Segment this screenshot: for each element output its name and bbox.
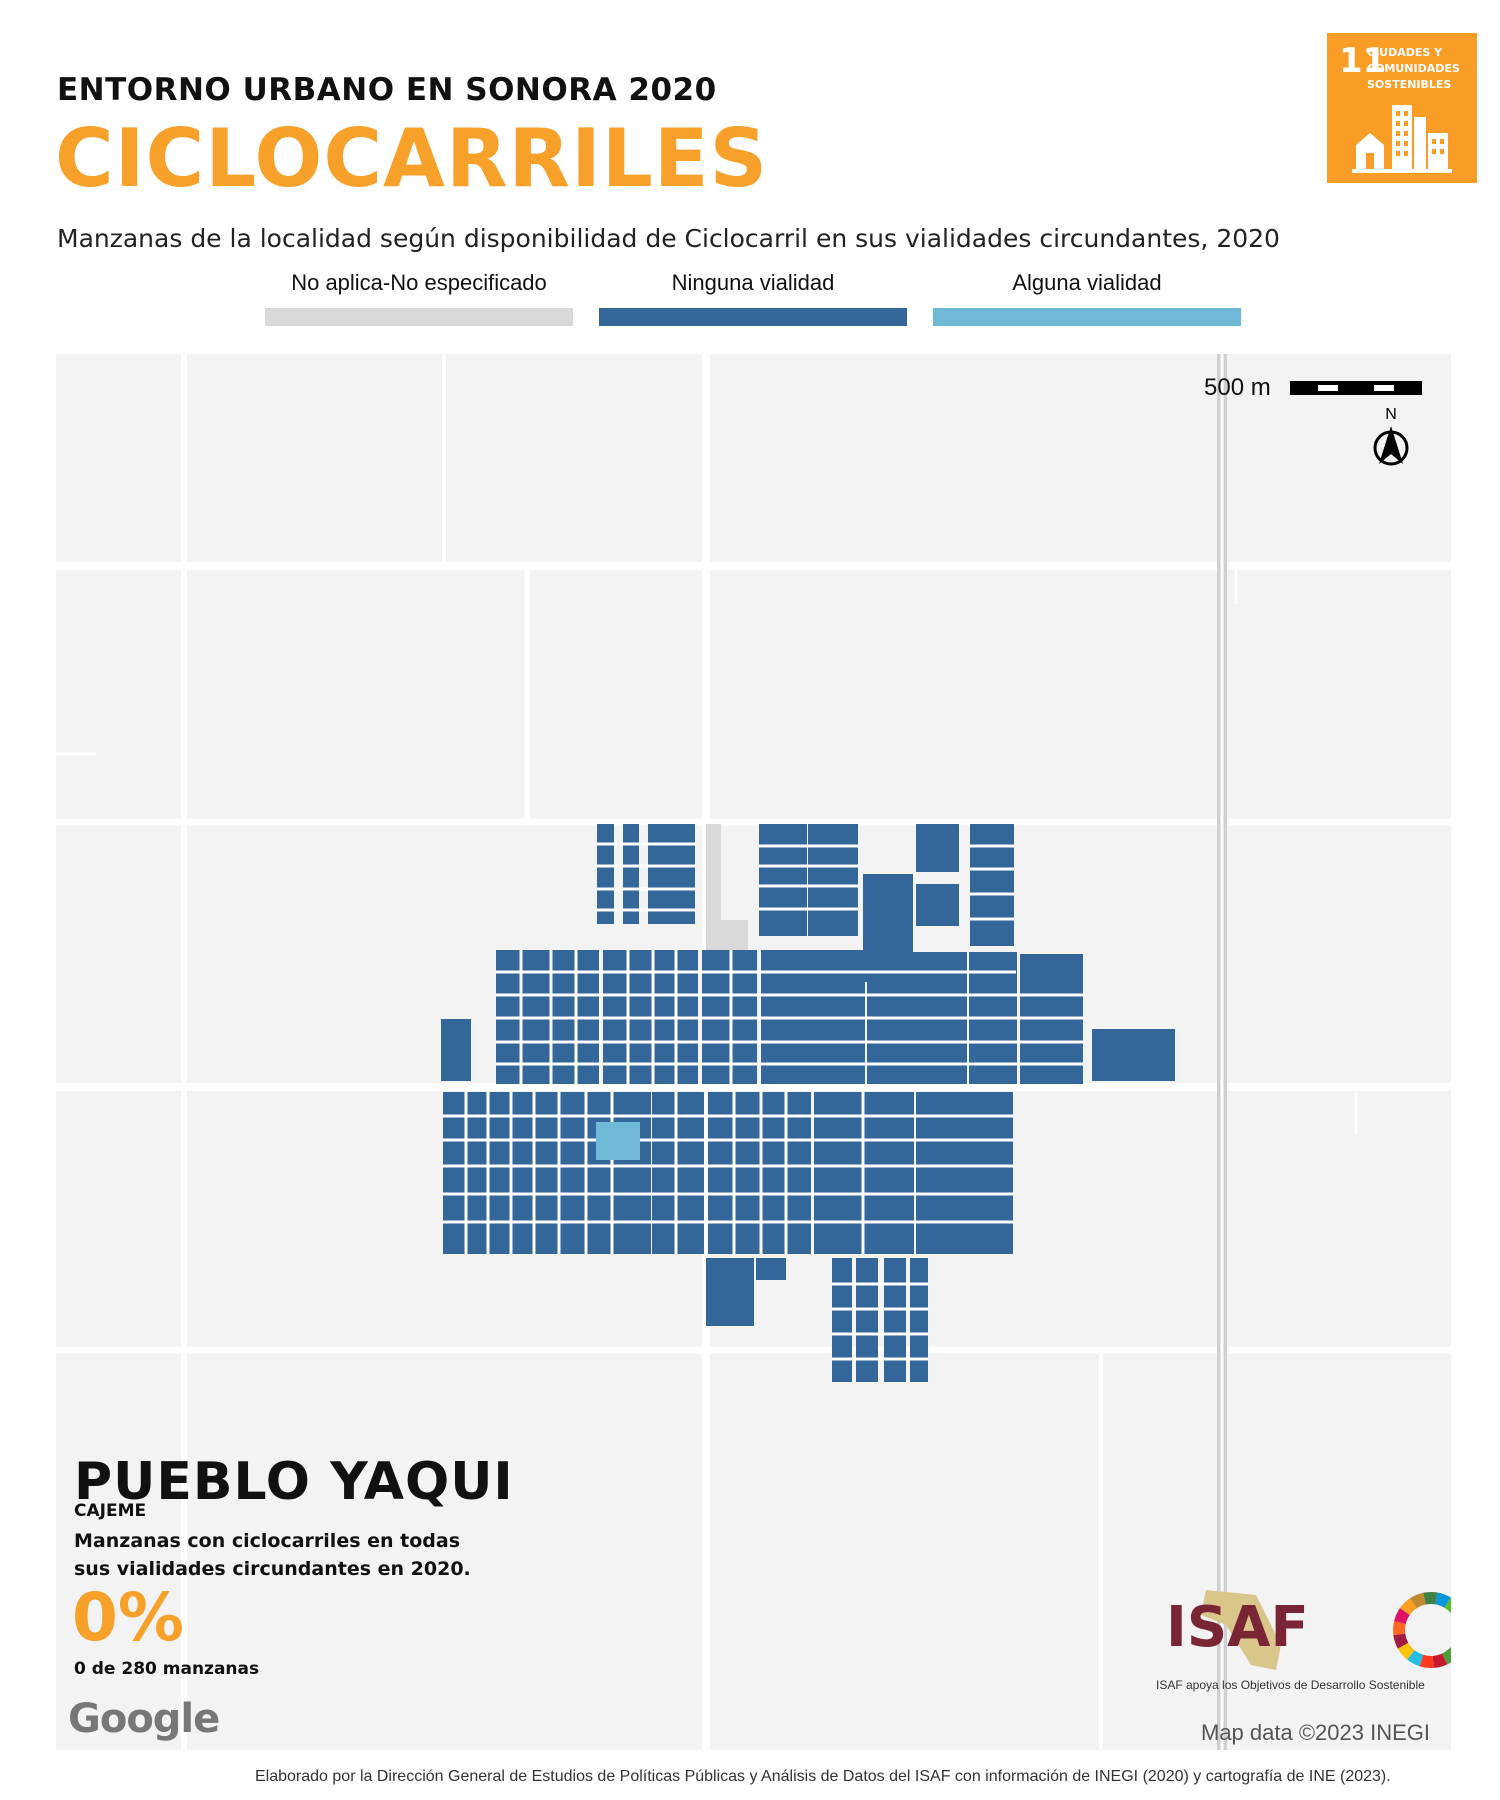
stat-description: Manzanas con ciclocarriles en todas sus … [74, 1530, 471, 1580]
locality-name: PUEBLO YAQUI [74, 1452, 514, 1512]
north-label: N [1385, 406, 1397, 423]
city-block [441, 1019, 471, 1081]
city-block [706, 824, 721, 928]
local-streets [443, 842, 1083, 1361]
legend-item-no-aplica: No aplica-No especificado [265, 270, 573, 330]
city-block [916, 824, 959, 872]
sonora-map-icon [1201, 1590, 1281, 1670]
legend-label: No aplica-No especificado [291, 270, 547, 295]
stat-count: 0 de 280 manzanas [74, 1659, 260, 1679]
city-block [623, 824, 639, 924]
city-block [970, 824, 1014, 946]
legend-label: Ninguna vialidad [671, 270, 835, 295]
google-logo: Google [68, 1696, 220, 1742]
page-title: CICLOCARRILES [55, 112, 769, 205]
city-block [856, 1258, 878, 1382]
city-block-alguna-vialidad [596, 1122, 640, 1160]
legend-swatch [599, 308, 907, 326]
city-block [443, 1092, 651, 1254]
legend: No aplica-No especificado Ninguna vialid… [265, 270, 1241, 330]
subtitle: Manzanas de la localidad según disponibi… [57, 224, 1280, 253]
not-applicable-blocks [706, 824, 748, 950]
supertitle: ENTORNO URBANO EN SONORA 2020 [57, 72, 717, 108]
isaf-logo-text: ISAF [1166, 1595, 1309, 1660]
city-block [706, 920, 748, 950]
stat-percent: 0% [72, 1579, 185, 1656]
sdg-number: 11 [1339, 41, 1387, 81]
legend-swatch [933, 308, 1241, 326]
scale-bar [1290, 381, 1422, 395]
city-block [597, 824, 614, 924]
city-block [756, 1258, 786, 1280]
city-block [832, 1258, 852, 1382]
city-block [706, 1258, 754, 1326]
map-data-attribution: Map data ©2023 INEGI [1201, 1720, 1431, 1745]
city-block [916, 1092, 1013, 1254]
legend-label: Alguna vialidad [1012, 270, 1162, 295]
city-block [759, 824, 807, 936]
municipio-name: CAJEME [74, 1501, 147, 1521]
legend-item-alguna: Alguna vialidad [933, 270, 1241, 330]
sdg-text: CIUDADES Y COMUNIDADES SOSTENIBLES [1367, 46, 1460, 91]
city-block [916, 884, 959, 926]
city-block [808, 824, 858, 936]
city-block [884, 1258, 906, 1382]
map-canvas[interactable] [56, 354, 1451, 1750]
city-buildings-icon [1352, 105, 1452, 173]
isaf-logo: ISAF ISAF apoya los [1156, 1585, 1451, 1695]
isaf-tagline: ISAF apoya los Objetivos de Desarrollo S… [1156, 1678, 1425, 1692]
footer-credit: Elaborado por la Dirección General de Es… [255, 1768, 1391, 1785]
city-block [648, 824, 695, 924]
sdg-wheel-icon [1393, 1592, 1451, 1668]
city-blocks [441, 824, 1175, 1382]
city-block [652, 1092, 704, 1254]
legend-swatch [265, 308, 573, 326]
legend-item-ninguna: Ninguna vialidad [599, 270, 907, 330]
north-arrow: N [1371, 406, 1411, 473]
scale-label: 500 m [1204, 374, 1271, 401]
north-arrow-icon [1373, 426, 1409, 466]
city-block [910, 1258, 928, 1382]
city-block [1092, 1029, 1175, 1081]
map[interactable]: 500 m N PUEBLO YAQUI CAJEME Manzanas con… [56, 354, 1451, 1750]
sdg-11-badge: 11 CIUDADES Y COMUNIDADES SOSTENIBLES [1327, 33, 1477, 183]
